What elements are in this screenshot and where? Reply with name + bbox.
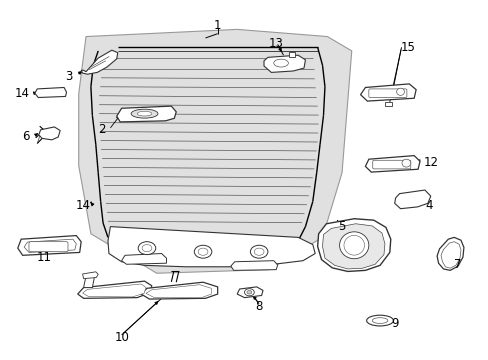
Circle shape [254,248,264,255]
Polygon shape [322,224,384,269]
Ellipse shape [339,232,368,259]
Polygon shape [18,235,81,255]
Text: 14: 14 [76,199,91,212]
Text: 7: 7 [453,258,461,271]
Text: 2: 2 [98,123,105,136]
Ellipse shape [396,88,404,95]
FancyBboxPatch shape [288,52,294,57]
Polygon shape [79,30,351,273]
Circle shape [142,244,152,252]
Circle shape [138,242,156,255]
Polygon shape [82,284,146,297]
Ellipse shape [273,59,288,67]
Polygon shape [436,237,463,270]
Ellipse shape [131,109,158,118]
Polygon shape [24,239,76,252]
Text: 15: 15 [400,41,415,54]
Text: 14: 14 [15,87,30,100]
FancyBboxPatch shape [372,160,410,169]
Polygon shape [237,287,263,298]
Circle shape [244,289,254,296]
FancyBboxPatch shape [385,102,391,107]
FancyBboxPatch shape [368,89,406,98]
Polygon shape [440,242,460,268]
Text: 13: 13 [268,37,283,50]
Polygon shape [83,275,94,288]
Text: 8: 8 [255,300,262,313]
Polygon shape [108,226,315,267]
Polygon shape [82,272,98,279]
Circle shape [198,248,207,255]
Circle shape [246,291,251,294]
Polygon shape [81,50,118,74]
Ellipse shape [401,159,410,167]
Circle shape [250,245,267,258]
Ellipse shape [371,318,387,323]
Circle shape [194,245,211,258]
Polygon shape [394,190,430,209]
Ellipse shape [366,315,393,326]
Polygon shape [122,253,166,264]
Polygon shape [78,281,152,298]
Polygon shape [146,285,211,298]
Text: 6: 6 [22,130,30,144]
Text: 1: 1 [213,19,221,32]
Ellipse shape [137,111,152,116]
Text: 11: 11 [37,251,52,264]
Polygon shape [39,127,60,140]
Polygon shape [141,282,217,299]
Polygon shape [365,156,419,172]
Polygon shape [360,84,415,101]
Text: 12: 12 [423,156,438,168]
Text: 3: 3 [65,69,73,82]
Ellipse shape [343,235,364,255]
Polygon shape [230,261,277,270]
Polygon shape [35,87,66,98]
FancyBboxPatch shape [29,242,68,252]
Text: 10: 10 [114,331,129,344]
Text: 9: 9 [390,317,397,330]
Polygon shape [264,55,305,72]
Polygon shape [117,106,176,122]
Text: 5: 5 [338,220,345,233]
Text: 4: 4 [424,199,431,212]
Polygon shape [317,219,390,271]
